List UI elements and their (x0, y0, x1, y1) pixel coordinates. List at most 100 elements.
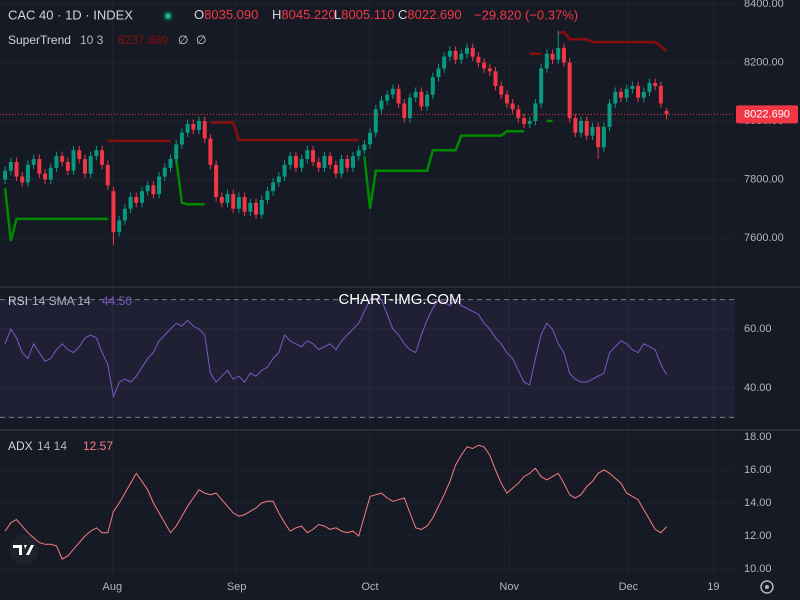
ohlc-item: C8022.690 (398, 7, 462, 22)
candle-body (590, 126, 595, 136)
candle-body (459, 53, 464, 60)
candle-body (373, 109, 378, 133)
candle-body (197, 121, 201, 130)
x-tick-label: Dec (619, 581, 639, 593)
candle-body (191, 123, 196, 130)
candle-body (504, 94, 509, 104)
indicator-title: SuperTrend (8, 33, 71, 47)
supertrend-line (210, 121, 359, 142)
ohlc-value: 8022.690 (407, 7, 461, 22)
y-tick-label: 18.00 (744, 431, 772, 443)
settings-gear-hub[interactable] (765, 585, 769, 589)
x-tick-label: Oct (362, 581, 379, 593)
y-tick-label: 40.00 (744, 382, 772, 394)
last-price-box (736, 105, 798, 124)
candle-body (288, 156, 293, 165)
logo-badge (9, 535, 39, 565)
ohlc-value: 8035.090 (204, 7, 258, 22)
candle-body (242, 197, 247, 212)
grid-layer (0, 0, 735, 575)
candle-body (385, 94, 390, 101)
candle-body (37, 159, 42, 174)
x-tick-label: Aug (103, 581, 123, 593)
candle-body (94, 150, 99, 157)
candle-body (641, 91, 646, 98)
candle-body (202, 121, 207, 139)
candle-body (225, 194, 230, 203)
candle-body (311, 150, 316, 162)
candle-body (658, 85, 663, 104)
candle-body (43, 173, 48, 180)
candle-body (402, 103, 407, 119)
candle-body (236, 197, 241, 209)
candle-body (470, 47, 475, 57)
candle-body (465, 47, 469, 54)
candle-body (134, 197, 139, 203)
candle-body (413, 91, 418, 98)
candle-body (65, 161, 70, 171)
candle-body (20, 176, 25, 183)
candle-body (442, 56, 447, 69)
ohlc-value: 8005.110 (341, 7, 394, 22)
candle-body (499, 85, 504, 95)
symbol: CAC 40 · 1D · INDEX (8, 7, 133, 22)
candle-body (407, 97, 412, 119)
supertrend-line (557, 30, 668, 52)
y-tick-label: 8200.00 (744, 56, 784, 68)
candle-body (601, 126, 606, 148)
candle-body (185, 123, 190, 133)
candle-body (322, 156, 327, 168)
candle-body (550, 53, 555, 60)
candle-body (664, 110, 669, 115)
candle-body (539, 68, 544, 104)
candle-body (316, 161, 321, 168)
candle-body (396, 88, 401, 104)
ohlc-item: H8045.220 (272, 7, 336, 22)
candle-body (276, 176, 281, 183)
x-tick-label: Nov (499, 581, 519, 593)
y-tick-label: 8400.00 (744, 0, 784, 10)
candle-body (333, 164, 338, 174)
settings-icon[interactable] (760, 580, 774, 594)
candle-body (3, 170, 8, 180)
candle-body (248, 202, 253, 212)
candle-body (339, 159, 344, 174)
indicator-icon: ∅ (196, 33, 206, 47)
candle-body (430, 77, 435, 95)
candle-body (271, 182, 276, 192)
y-tick-label: 7600.00 (744, 232, 784, 244)
ohlc-key: O (194, 7, 204, 22)
candle-body (522, 118, 527, 124)
candle-body (596, 126, 601, 148)
candle-body (111, 191, 116, 233)
indicator-params: 10 3 (80, 33, 104, 47)
ohlc-item: L8005.110 (334, 7, 395, 22)
logo (9, 535, 39, 565)
candle-body (162, 167, 167, 177)
supertrend-line (3, 188, 108, 242)
x-tick-label: Sep (227, 581, 247, 593)
candle-body (436, 68, 441, 78)
candle-body (556, 47, 561, 60)
settings-gear[interactable] (760, 580, 774, 594)
ohlc-key: L (334, 7, 341, 22)
candle-body (31, 159, 36, 165)
indicator-title: RSI (8, 294, 28, 308)
candle-body (573, 118, 578, 133)
candle-body (390, 88, 395, 95)
indicator-value: 12.57 (83, 439, 113, 453)
candle-body (362, 144, 367, 151)
candle-body (487, 68, 492, 72)
candle-body (254, 202, 259, 215)
candle-body (453, 50, 458, 60)
y-tick-label: 10.00 (744, 563, 772, 575)
candle-body (379, 100, 384, 110)
indicator-value: 8237.889 (118, 33, 168, 47)
candle-body (82, 159, 87, 174)
candle-body (493, 71, 498, 86)
y-tick-label: 12.00 (744, 530, 772, 542)
y-tick-label: 14.00 (744, 497, 772, 509)
